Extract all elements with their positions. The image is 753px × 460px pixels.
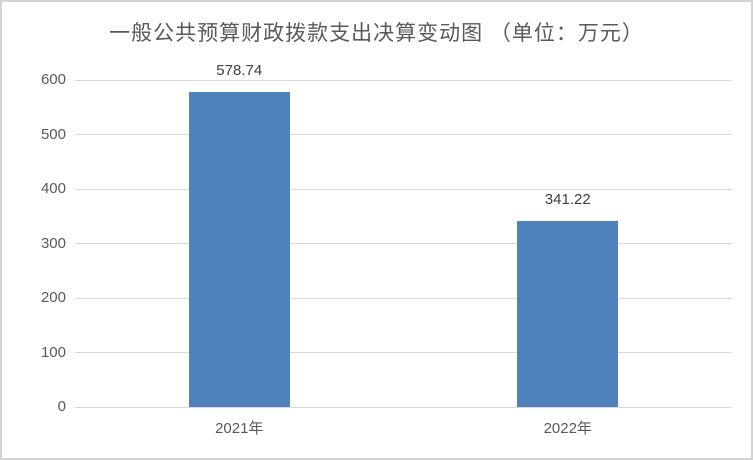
bar-2022年 [517,221,619,407]
y-axis: 600 500 400 300 200 100 0 [2,71,66,415]
y-tick-label: 400 [40,180,66,197]
y-tick-label: 500 [40,125,66,143]
chart-title: 一般公共预算财政拨款支出决算变动图 （单位：万元） [109,22,644,45]
x-axis-label: 2022年 [543,420,592,437]
gridline [75,188,732,190]
x-axis-label: 2021年 [215,420,264,437]
y-tick-label: 200 [40,289,66,306]
bar-data-label: 341.22 [544,191,591,209]
gridline [75,134,732,135]
plot-area: 578.74 2021年 341.22 2022年 [75,62,732,437]
gridline [75,352,732,353]
y-tick-label: 0 [57,398,66,415]
gridline [75,79,732,81]
y-tick-label: 600 [40,71,66,88]
y-tick-label: 300 [40,234,66,252]
gridline [75,406,732,408]
y-tick-label: 100 [40,343,66,361]
gridline [75,297,732,299]
gridline [75,243,732,244]
bar-data-label: 578.74 [216,61,263,79]
bar-2021年 [188,91,290,407]
